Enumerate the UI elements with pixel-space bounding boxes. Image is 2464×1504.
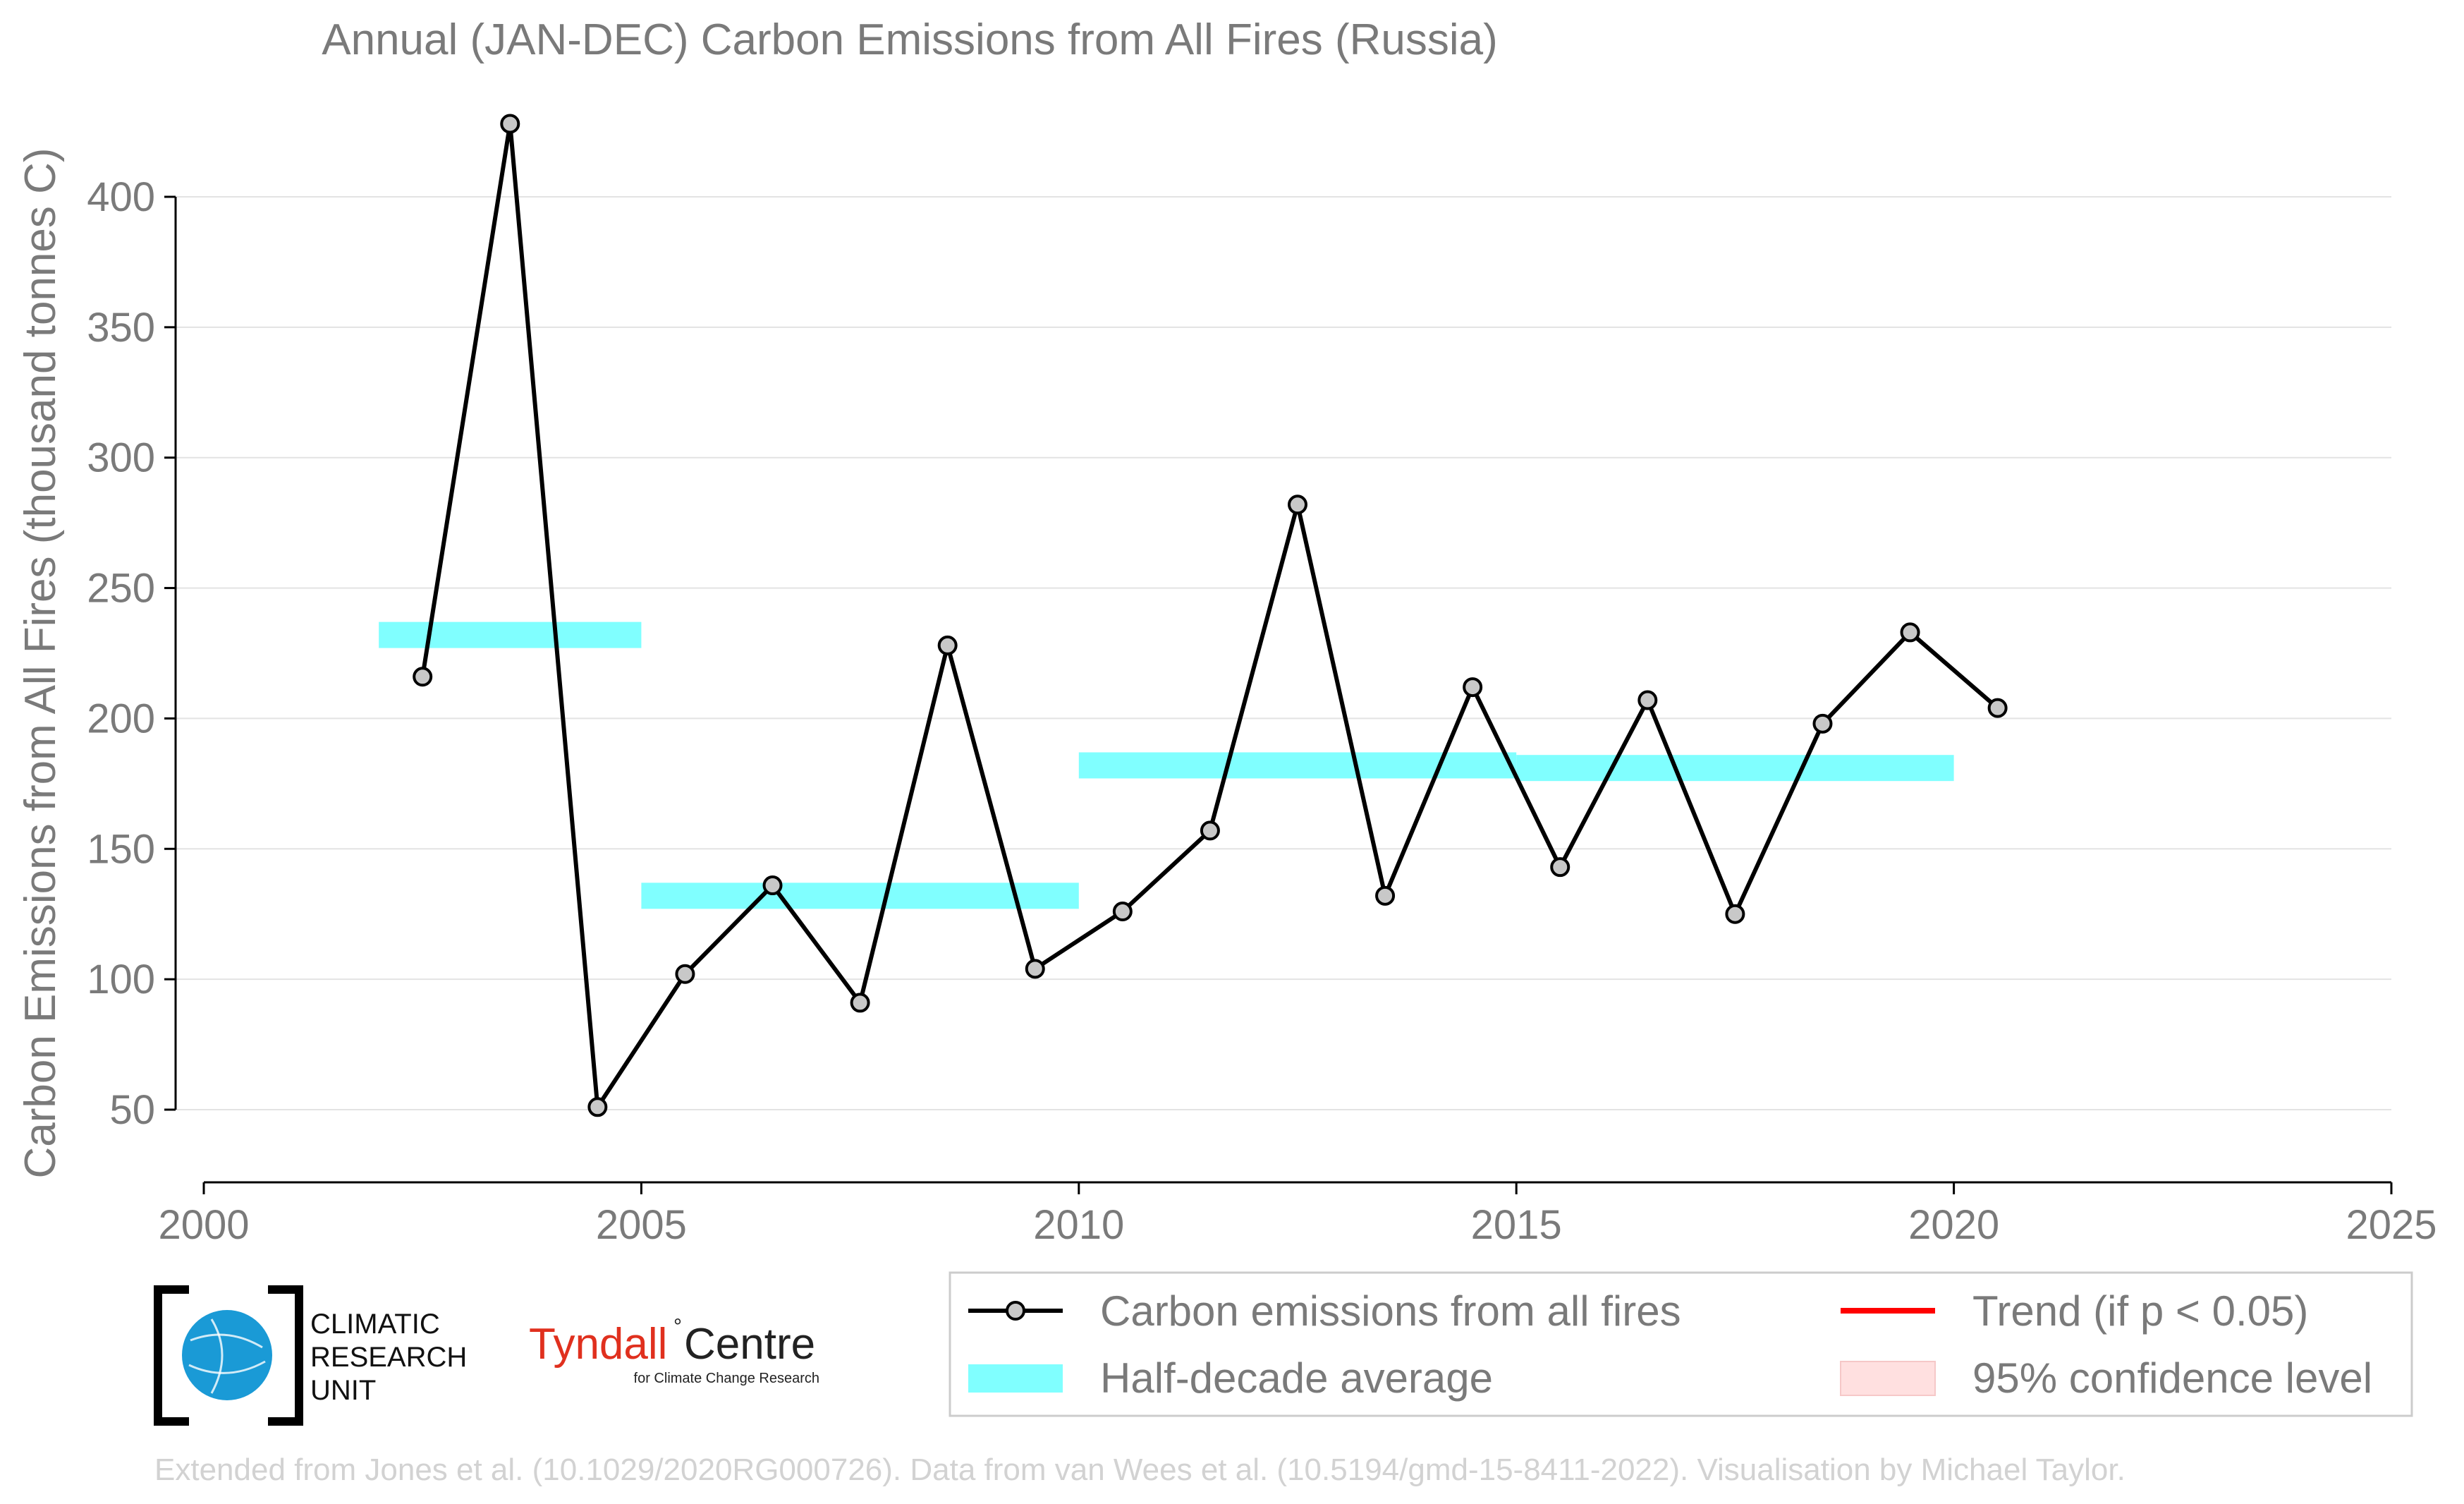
legend: Carbon emissions from all fires Trend (i… bbox=[949, 1271, 2413, 1417]
data-point bbox=[1725, 904, 1745, 924]
x-tick-label: 2025 bbox=[2346, 1202, 2436, 1248]
data-point bbox=[1550, 857, 1571, 878]
data-point bbox=[413, 667, 433, 687]
half-decade-band bbox=[1078, 752, 1517, 779]
legend-label-trend: Trend (if p < 0.05) bbox=[1972, 1287, 2308, 1335]
data-point bbox=[587, 1097, 608, 1117]
x-tick-label: 2000 bbox=[158, 1202, 249, 1248]
x-tick-label: 2005 bbox=[596, 1202, 687, 1248]
y-tick-label: 150 bbox=[87, 826, 155, 872]
credit-line: Extended from Jones et al. (10.1029/2020… bbox=[154, 1453, 2125, 1487]
tyndall-word-2: Centre bbox=[684, 1320, 815, 1369]
data-point bbox=[762, 875, 783, 896]
half-decade-average-bands bbox=[379, 621, 1954, 909]
y-tick-label: 350 bbox=[87, 305, 155, 351]
cru-line-3: UNIT bbox=[310, 1375, 376, 1406]
y-axis-label: Carbon Emissions from All Fires (thousan… bbox=[16, 147, 65, 1178]
gridlines bbox=[176, 196, 2391, 1110]
tyndall-word-1: Tyndall bbox=[529, 1320, 667, 1369]
data-point bbox=[1200, 820, 1220, 841]
data-point bbox=[500, 114, 520, 134]
data-point bbox=[1637, 690, 1658, 710]
x-tick-label: 2010 bbox=[1033, 1202, 1124, 1248]
data-point bbox=[1025, 959, 1045, 979]
tyndall-degree: ° bbox=[673, 1315, 682, 1338]
x-tick-label: 2015 bbox=[1471, 1202, 1562, 1248]
legend-swatch-confidence bbox=[1840, 1361, 1936, 1396]
half-decade-band bbox=[1516, 755, 1954, 782]
legend-swatch-marker bbox=[1006, 1301, 1025, 1321]
y-tick-label: 400 bbox=[87, 174, 155, 220]
data-point bbox=[1288, 495, 1307, 515]
x-ticks: 2000 2005 2010 2015 2020 2025 bbox=[158, 1182, 2437, 1248]
data-point bbox=[1900, 622, 1920, 643]
data-point bbox=[1987, 698, 2008, 718]
cru-line-1: CLIMATIC bbox=[310, 1309, 440, 1340]
data-point bbox=[1463, 677, 1483, 698]
y-ticks: 50 100 150 200 250 300 350 400 bbox=[87, 174, 176, 1133]
legend-label-confidence: 95% confidence level bbox=[1972, 1354, 2372, 1402]
legend-label-series: Carbon emissions from all fires bbox=[1100, 1287, 1681, 1335]
tyndall-subtitle: for Climate Change Research bbox=[634, 1371, 819, 1386]
half-decade-band bbox=[379, 621, 642, 648]
half-decade-band bbox=[641, 883, 1079, 909]
legend-label-half-decade: Half-decade average bbox=[1100, 1354, 1493, 1402]
chart-title: Annual (JAN-DEC) Carbon Emissions from A… bbox=[322, 16, 1498, 64]
data-point bbox=[850, 993, 870, 1013]
tyndall-logo: Tyndall ° Centre for Climate Change Rese… bbox=[529, 1315, 819, 1386]
legend-swatch-half-decade bbox=[968, 1364, 1063, 1393]
data-point bbox=[1112, 902, 1133, 922]
legend-box bbox=[949, 1271, 2413, 1417]
data-point bbox=[937, 635, 958, 655]
x-tick-label: 2020 bbox=[1908, 1202, 1999, 1248]
data-point bbox=[675, 964, 695, 984]
series-carbon-emissions bbox=[413, 114, 2008, 1117]
y-tick-label: 50 bbox=[109, 1087, 155, 1133]
data-point bbox=[1375, 885, 1396, 906]
data-point bbox=[1812, 713, 1833, 734]
cru-line-2: RESEARCH bbox=[310, 1342, 467, 1373]
cru-logo: CLIMATIC RESEARCH UNIT bbox=[154, 1285, 467, 1426]
y-tick-label: 200 bbox=[87, 696, 155, 741]
y-tick-label: 300 bbox=[87, 435, 155, 481]
y-tick-label: 100 bbox=[87, 957, 155, 1002]
series-line bbox=[420, 123, 1999, 1114]
y-tick-label: 250 bbox=[87, 566, 155, 612]
